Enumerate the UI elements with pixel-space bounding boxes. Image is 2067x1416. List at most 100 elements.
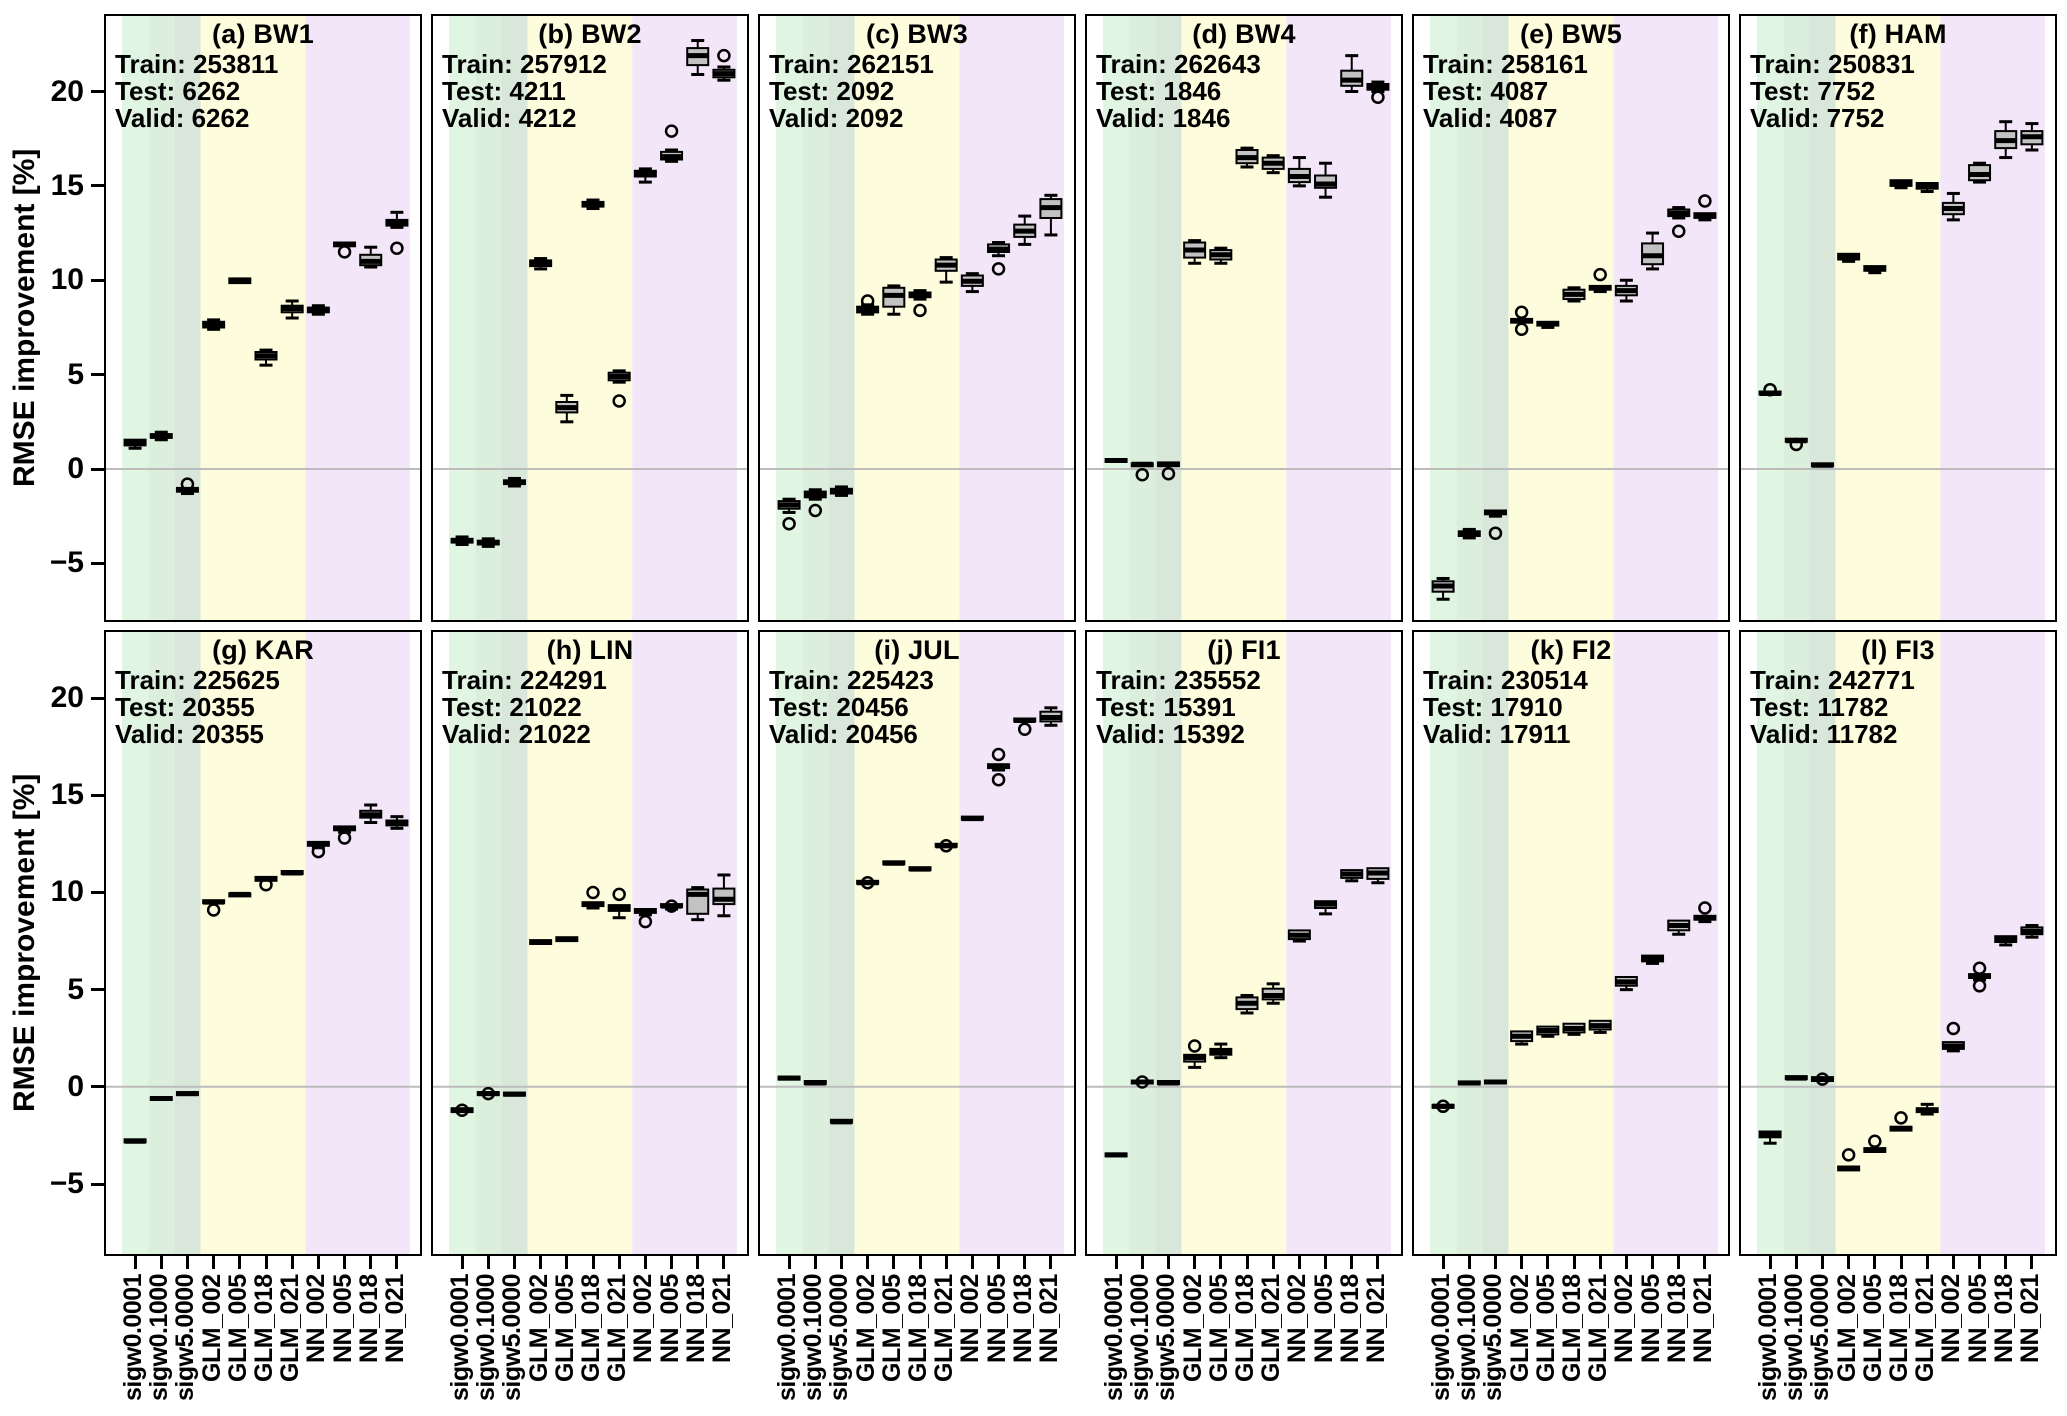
x-tick-mark	[369, 1256, 373, 1269]
y-tick-mark	[91, 1182, 104, 1186]
category-band	[959, 632, 1064, 1254]
category-band	[1482, 632, 1509, 1254]
boxplot-NN_002	[633, 908, 657, 929]
x-tick-label-sigw5.0000: sigw5.0000	[498, 1274, 527, 1402]
panel-title: (l) FI3	[1861, 635, 1935, 665]
boxplot-GLM_018	[1889, 179, 1913, 190]
x-tick-mark	[1166, 1256, 1170, 1269]
boxplot-NN_021	[385, 815, 409, 830]
x-tick-mark	[343, 1256, 347, 1269]
panel-stat-train: Train: 262151	[769, 49, 934, 79]
x-tick-mark	[1899, 1256, 1903, 1269]
boxplot-NN_005	[333, 241, 357, 259]
y-tick-mark	[91, 373, 104, 377]
category-band	[122, 632, 149, 1254]
panel-stat-valid: Valid: 7752	[1750, 103, 1885, 133]
x-tick-mark	[1768, 1256, 1772, 1269]
category-band	[1508, 632, 1614, 1254]
boxplot-GLM_002	[1837, 252, 1861, 263]
panel-stat-valid: Valid: 6262	[115, 103, 250, 133]
x-tick-mark	[1219, 1256, 1223, 1269]
panel-stat-test: Test: 2092	[769, 76, 895, 106]
boxplot-sigw0.0001	[123, 1138, 147, 1144]
outlier-point	[180, 477, 195, 491]
boxplot-NN_002	[306, 304, 330, 316]
boxplot-sigw0.1000	[149, 430, 173, 442]
y-tick-label: 20	[50, 681, 84, 715]
panel-stat-train: Train: 224291	[442, 665, 607, 695]
outlier-point	[1187, 1039, 1202, 1053]
boxplot-NN_018	[359, 245, 383, 269]
boxplot-NN_018	[1340, 54, 1364, 93]
panel-stat-train: Train: 235552	[1096, 665, 1261, 695]
category-band	[1613, 16, 1718, 620]
boxplot-sigw0.1000	[803, 1080, 827, 1086]
boxplot-sigw0.0001	[123, 438, 147, 450]
x-tick-mark	[643, 1256, 647, 1269]
boxplot-sigw0.1000	[1784, 437, 1808, 452]
x-tick-label-NN_002: NN_002	[956, 1274, 985, 1363]
panel-f-ham: (f) HAM Train: 250831 Test: 7752 Valid: 775…	[1739, 14, 2057, 622]
x-tick-label-sigw5.0000: sigw5.0000	[171, 1274, 200, 1402]
panel-title: (k) FI2	[1530, 635, 1612, 665]
x-tick-mark	[1297, 1256, 1301, 1269]
outlier-point	[1868, 1134, 1882, 1149]
x-tick-mark	[1114, 1256, 1118, 1269]
x-tick-mark	[1794, 1256, 1798, 1269]
x-tick-mark	[2030, 1256, 2034, 1269]
x-tick-label-NN_021: NN_021	[1688, 1274, 1717, 1363]
category-band	[1613, 632, 1718, 1254]
y-tick-label: −5	[49, 546, 84, 580]
outlier-point	[717, 48, 731, 63]
boxplot-NN_002	[1287, 156, 1311, 188]
boxplot-sigw0.0001	[450, 1103, 474, 1117]
panel-stat-test: Test: 1846	[1096, 76, 1222, 106]
x-tick-mark	[1677, 1256, 1681, 1269]
x-tick-mark	[212, 1256, 216, 1269]
boxplot-NN_021	[1039, 193, 1063, 237]
outlier-point	[1763, 382, 1777, 397]
x-tick-mark	[670, 1256, 674, 1269]
boxplot-sigw0.0001	[1104, 458, 1128, 464]
outlier-point	[337, 245, 352, 259]
panel-title: (f) HAM	[1849, 19, 1947, 49]
panel-plot	[106, 16, 420, 620]
boxplot-NN_018	[686, 39, 710, 77]
category-band	[632, 16, 737, 620]
x-tick-label-NN_002: NN_002	[629, 1274, 658, 1363]
x-tick-mark	[486, 1256, 490, 1269]
boxplot-NN_005	[987, 241, 1011, 276]
panel-title: (b) BW2	[538, 19, 642, 49]
category-band	[828, 632, 855, 1254]
x-tick-mark	[1376, 1256, 1380, 1269]
x-tick-label-NN_021: NN_021	[380, 1274, 409, 1363]
panel-plot	[760, 16, 1074, 620]
panel-title: (a) BW1	[212, 19, 314, 49]
panel-plot	[1414, 632, 1728, 1254]
x-tick-mark	[395, 1256, 399, 1269]
category-band	[1286, 632, 1391, 1254]
boxplot-NN_005	[333, 825, 357, 845]
boxplot-sigw0.1000	[149, 1096, 173, 1101]
boxplot-sigw5.0000	[1156, 461, 1180, 481]
panel-stat-valid: Valid: 21022	[442, 719, 591, 749]
boxplot-GLM_018	[1562, 286, 1586, 303]
category-band	[305, 16, 410, 620]
panel-stat-train: Train: 257912	[442, 49, 607, 79]
boxplot-sigw0.0001	[1431, 1099, 1455, 1114]
panel-stat-test: Test: 6262	[115, 76, 241, 106]
boxplot-sigw5.0000	[1810, 462, 1834, 468]
x-tick-mark	[1978, 1256, 1982, 1269]
boxplot-NN_021	[712, 48, 736, 82]
outlier-point	[206, 903, 221, 917]
outlier-point	[1972, 979, 1987, 993]
outlier-point	[638, 914, 653, 929]
boxplot-GLM_018	[908, 866, 932, 872]
outlier-point	[808, 503, 823, 518]
panel-stat-train: Train: 230514	[1423, 665, 1588, 695]
outlier-point	[860, 875, 875, 890]
outlier-point	[337, 831, 352, 845]
x-tick-mark	[238, 1256, 242, 1269]
boxplot-NN_005	[1641, 954, 1665, 965]
boxplot-sigw0.0001	[777, 1075, 801, 1081]
